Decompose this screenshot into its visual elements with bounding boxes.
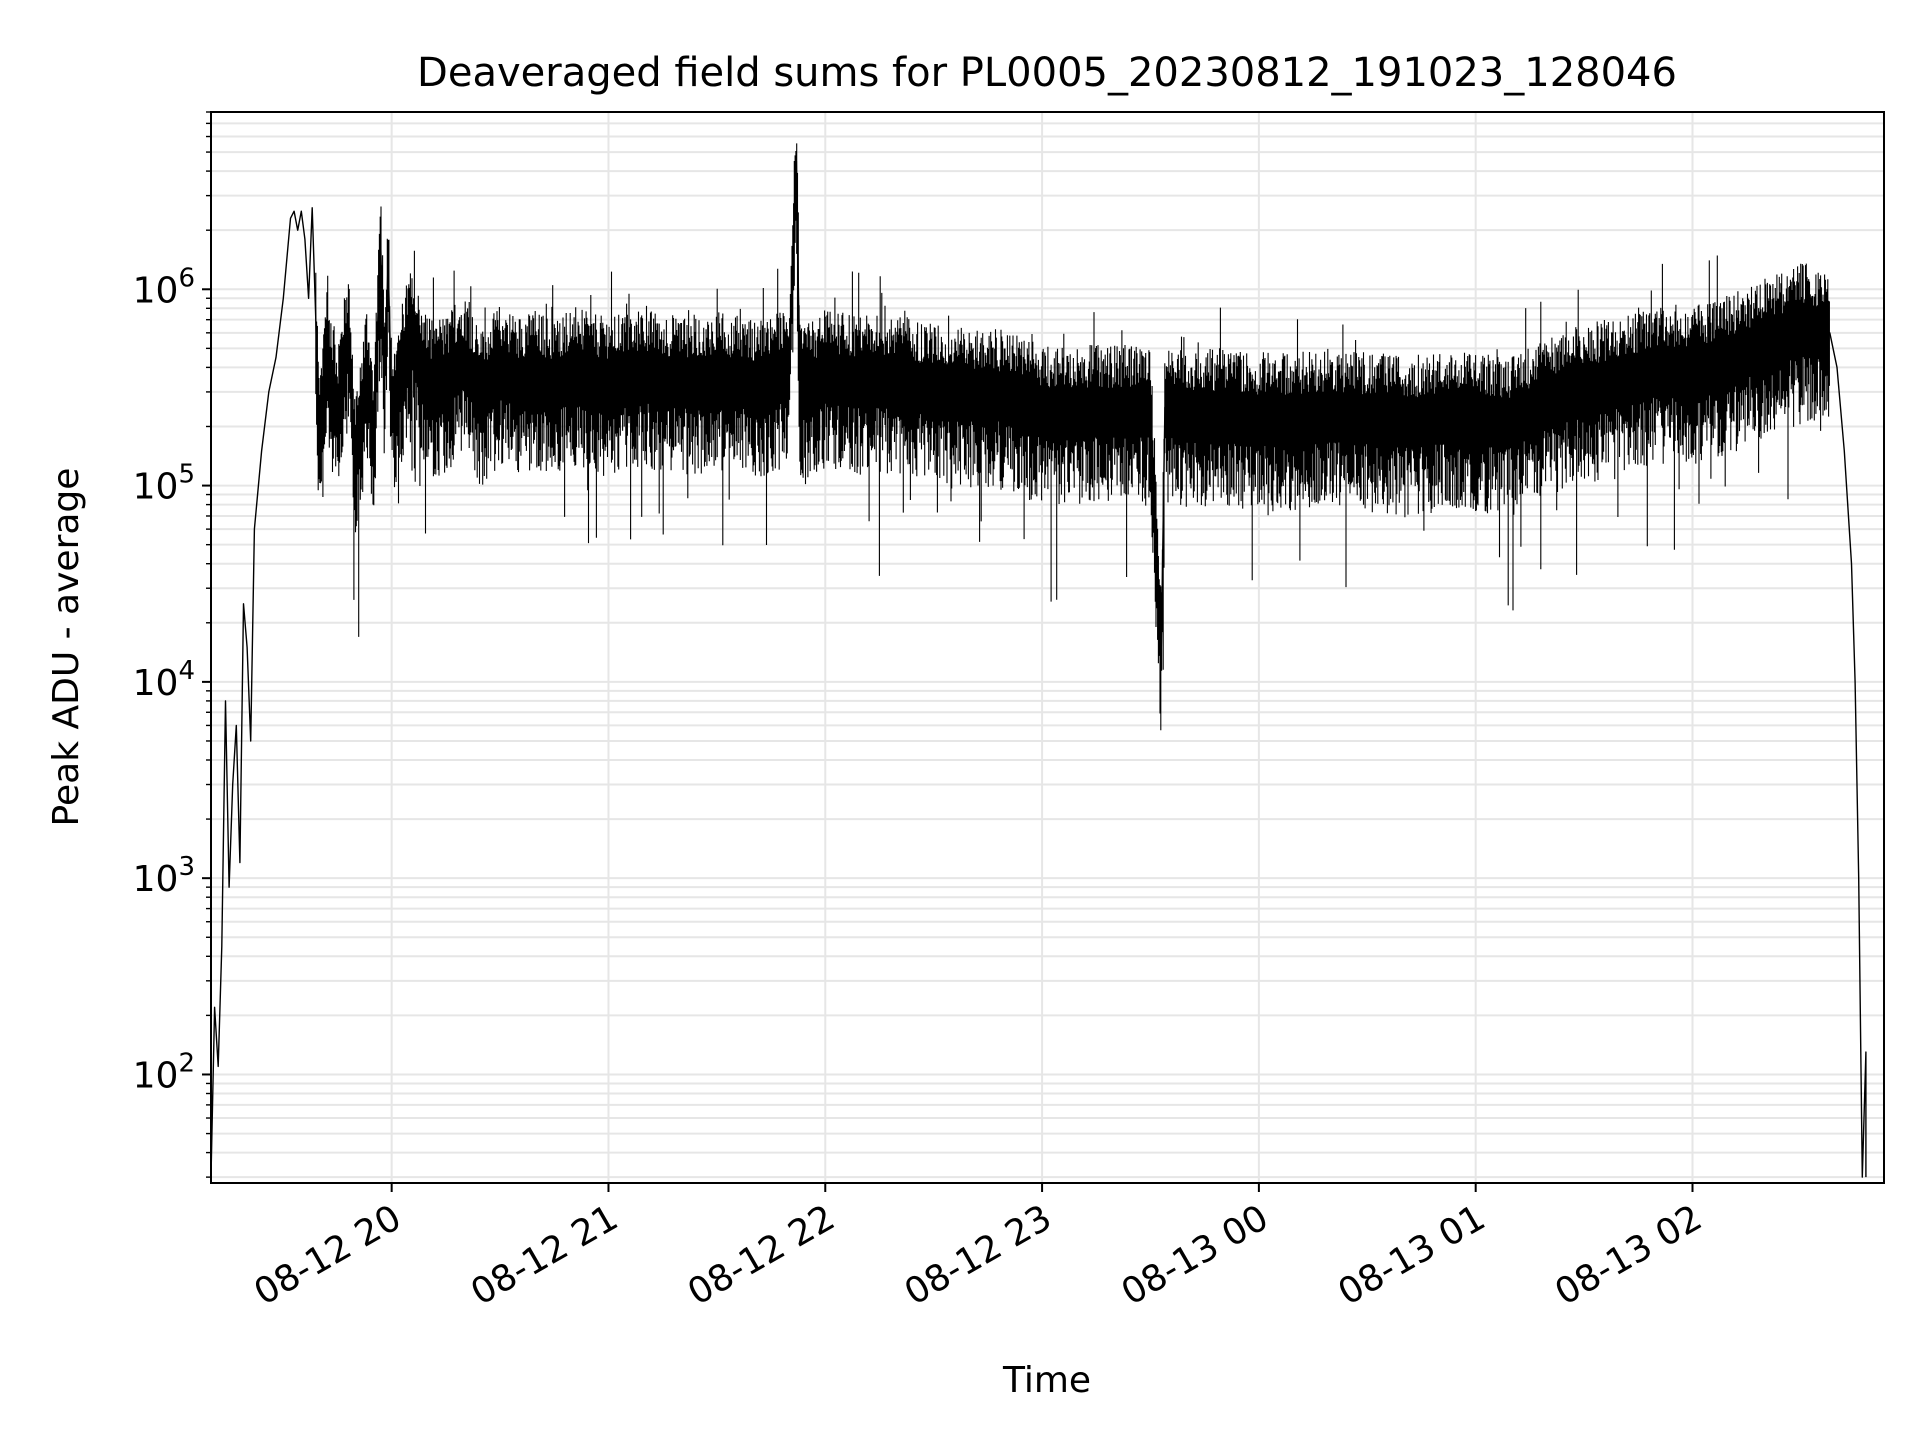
chart-title: Deaveraged field sums for PL0005_2023081… [417, 50, 1677, 96]
x-axis-label: Time [1002, 1360, 1091, 1401]
y-axis: 102 103 104 105 106 [133, 111, 211, 1178]
y-tick-label: 103 [133, 852, 195, 900]
y-axis-label: Peak ADU - average [46, 468, 87, 827]
y-tick-label: 105 [133, 460, 195, 508]
y-tick-label: 102 [133, 1048, 195, 1096]
y-tick-label: 104 [133, 656, 195, 704]
plot-frame [210, 111, 1885, 1184]
y-tick-label: 106 [133, 263, 195, 311]
series-line [210, 160, 1867, 1178]
